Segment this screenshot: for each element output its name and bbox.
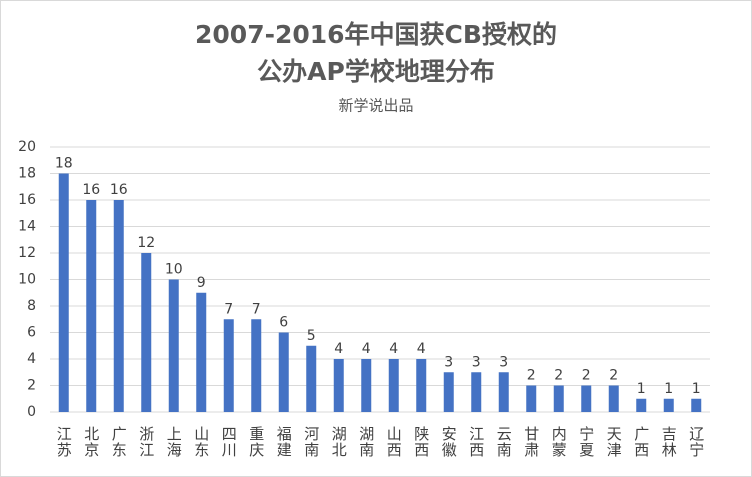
value-label: 5 xyxy=(307,328,316,344)
x-tick-label: 重庆 xyxy=(247,426,265,458)
x-tick-label: 广东 xyxy=(110,426,128,458)
bar xyxy=(636,398,647,412)
value-label: 2 xyxy=(609,368,618,384)
x-tick-label: 江西 xyxy=(467,426,485,458)
bar xyxy=(113,200,124,412)
x-tick-label: 天津 xyxy=(605,426,623,458)
y-tick-label: 0 xyxy=(27,404,36,420)
bar xyxy=(196,292,207,412)
value-label: 9 xyxy=(197,275,206,291)
x-tick-label: 甘肃 xyxy=(522,426,540,458)
value-label: 10 xyxy=(165,262,183,278)
value-label: 7 xyxy=(252,301,261,317)
x-tick-label: 宁夏 xyxy=(577,426,595,458)
bar xyxy=(58,173,69,412)
x-tick-label: 福建 xyxy=(275,426,293,458)
bar xyxy=(388,359,399,412)
value-label: 4 xyxy=(389,341,398,357)
value-label: 18 xyxy=(55,156,73,172)
y-tick-label: 2 xyxy=(27,378,36,394)
bar xyxy=(251,319,262,412)
bar xyxy=(333,359,344,412)
y-tick-label: 20 xyxy=(18,139,36,155)
bar xyxy=(278,332,289,412)
value-label: 16 xyxy=(82,182,100,198)
x-tick-label: 内蒙 xyxy=(550,426,568,458)
bar xyxy=(306,345,317,412)
x-tick-label: 辽宁 xyxy=(687,426,705,458)
x-tick-label: 浙江 xyxy=(137,426,155,458)
y-tick-label: 6 xyxy=(27,325,36,341)
x-tick-label: 广西 xyxy=(632,426,650,458)
x-tick-label: 湖北 xyxy=(330,426,348,458)
y-tick-label: 14 xyxy=(18,219,36,235)
x-tick-label: 安徽 xyxy=(440,426,458,458)
value-label: 1 xyxy=(692,381,701,397)
bar xyxy=(86,200,97,412)
y-tick-label: 18 xyxy=(18,166,36,182)
value-label: 4 xyxy=(334,341,343,357)
value-label: 6 xyxy=(279,315,288,331)
bar xyxy=(663,398,674,412)
value-label: 12 xyxy=(137,235,155,251)
bar xyxy=(553,385,564,412)
y-tick-label: 4 xyxy=(27,351,36,367)
x-tick-label: 吉林 xyxy=(660,426,678,458)
bar xyxy=(443,372,454,412)
value-label: 7 xyxy=(224,301,233,317)
value-label: 3 xyxy=(499,354,508,370)
value-label: 3 xyxy=(472,354,481,370)
bar xyxy=(471,372,482,412)
value-label: 1 xyxy=(637,381,646,397)
bar xyxy=(581,385,592,412)
value-label: 1 xyxy=(664,381,673,397)
value-label: 16 xyxy=(110,182,128,198)
y-tick-label: 16 xyxy=(18,192,36,208)
y-tick-label: 8 xyxy=(27,298,36,314)
chart-title: 2007-2016年中国获CB授权的 xyxy=(195,20,557,49)
x-tick-label: 山东 xyxy=(192,426,210,458)
bar xyxy=(141,253,152,412)
value-label: 2 xyxy=(527,368,536,384)
bar xyxy=(526,385,537,412)
x-tick-label: 江苏 xyxy=(55,426,73,458)
value-label: 4 xyxy=(417,341,426,357)
value-label: 3 xyxy=(444,354,453,370)
value-label: 2 xyxy=(554,368,563,384)
x-tick-label: 山西 xyxy=(385,426,403,458)
x-tick-label: 云南 xyxy=(495,426,513,458)
y-tick-label: 10 xyxy=(18,272,36,288)
value-label: 2 xyxy=(582,368,591,384)
x-tick-label: 北京 xyxy=(82,426,100,458)
x-tick-label: 陕西 xyxy=(412,426,430,458)
x-tick-label: 湖南 xyxy=(357,426,375,458)
bar xyxy=(361,359,372,412)
chart-title: 公办AP学校地理分布 xyxy=(257,57,495,86)
bar xyxy=(223,319,234,412)
x-tick-label: 四川 xyxy=(220,426,238,458)
value-label: 4 xyxy=(362,341,371,357)
bar xyxy=(168,279,179,412)
bar xyxy=(498,372,509,412)
bar xyxy=(608,385,619,412)
x-tick-label: 上海 xyxy=(165,426,183,458)
bar xyxy=(691,398,702,412)
chart-subtitle: 新学说出品 xyxy=(338,97,413,115)
x-tick-label: 河南 xyxy=(302,426,320,458)
bar xyxy=(416,359,427,412)
y-tick-label: 12 xyxy=(18,245,36,261)
